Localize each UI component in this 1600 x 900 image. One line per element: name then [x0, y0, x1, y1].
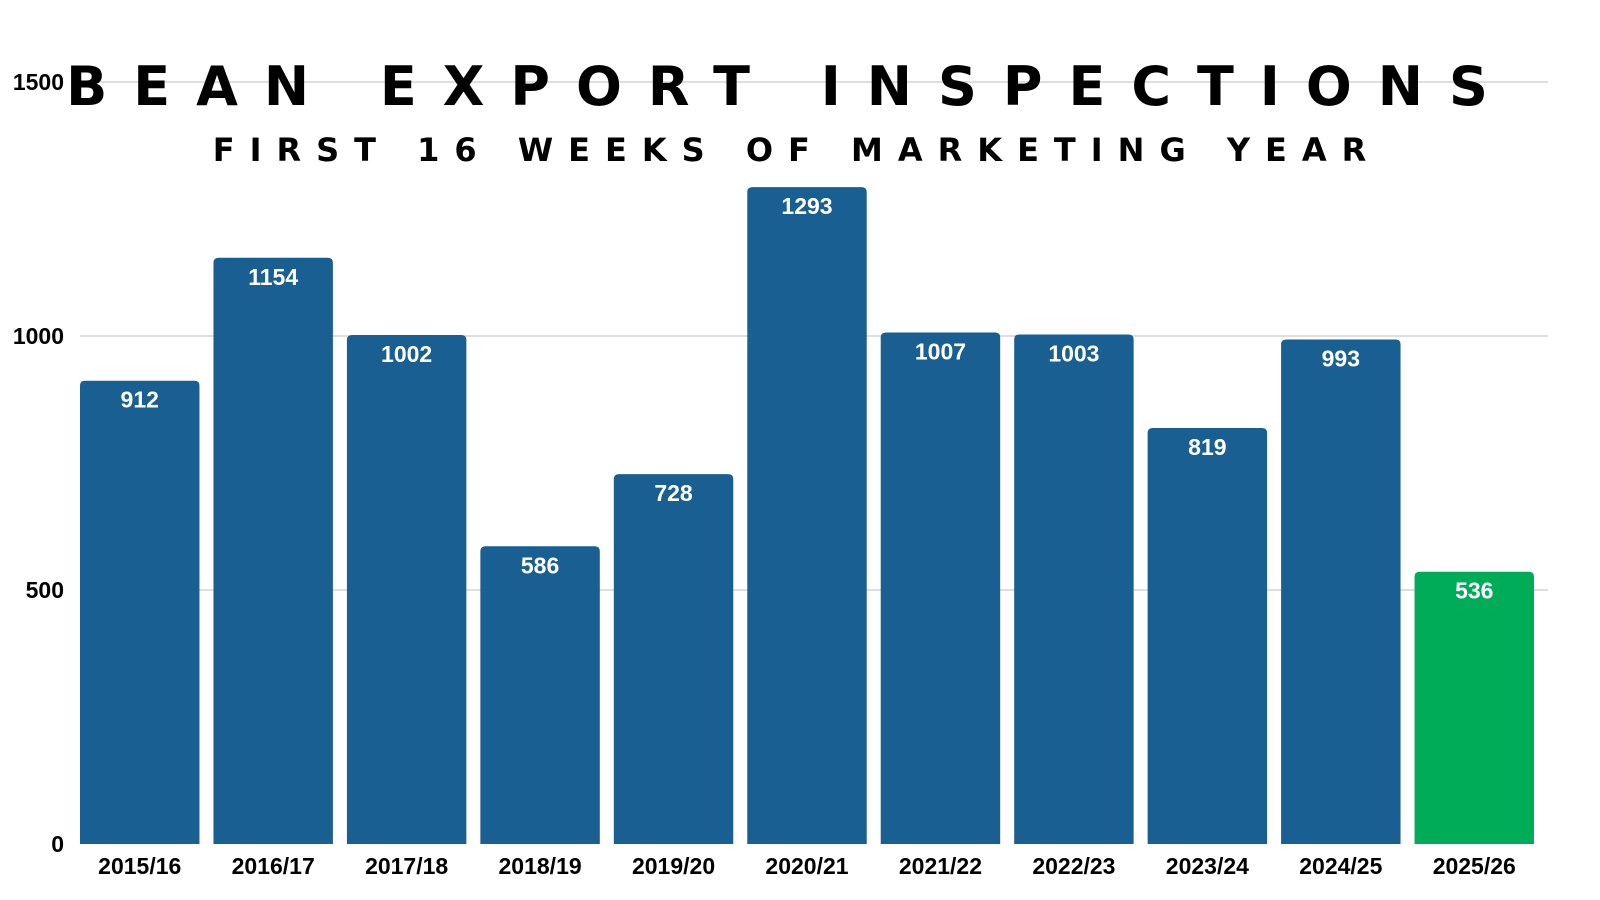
- bar-2019-20: [613, 474, 734, 844]
- bar-2022-23: [1014, 334, 1134, 844]
- x-category-label: 2017/18: [365, 853, 448, 879]
- bar-2024-25: [1281, 339, 1401, 844]
- data-label: 1293: [781, 193, 832, 219]
- data-label: 728: [654, 480, 693, 506]
- data-label: 819: [1188, 434, 1226, 460]
- bar-2017-18: [346, 334, 467, 844]
- x-category-label: 2023/24: [1166, 853, 1249, 879]
- y-tick-label: 1000: [13, 323, 64, 349]
- x-category-label: 2020/21: [765, 853, 848, 879]
- data-label: 536: [1455, 578, 1493, 604]
- y-tick-label: 500: [26, 577, 64, 603]
- bar-2025-26: [1414, 571, 1534, 844]
- data-labels: 912 1154 1002 586 728 1293 1007 1003 819 993 536: [121, 193, 1494, 604]
- data-label: 912: [121, 387, 159, 413]
- bar-2020-21: [747, 187, 867, 844]
- bar-2021-22: [880, 332, 1001, 844]
- bars: [80, 187, 1534, 844]
- data-label: 1002: [381, 341, 432, 367]
- data-label: 993: [1322, 346, 1360, 372]
- y-tick-label: 1500: [13, 69, 64, 95]
- x-category-label: 2015/16: [98, 853, 181, 879]
- data-label: 1007: [915, 338, 966, 364]
- x-category-label: 2016/17: [232, 853, 315, 879]
- data-label: 1003: [1048, 340, 1099, 366]
- bar-2018-19: [480, 546, 600, 844]
- y-tick-label: 0: [51, 831, 64, 857]
- x-axis-categories: 2015/16 2016/17 2017/18 2018/19 2019/20 2020/…: [98, 853, 1516, 879]
- data-label: 1154: [248, 264, 298, 290]
- chart-title: BEAN EXPORT INSPECTIONS: [66, 55, 1514, 118]
- bar-2023-24: [1147, 427, 1268, 844]
- x-category-label: 2025/26: [1433, 853, 1516, 879]
- x-category-label: 2022/23: [1032, 853, 1115, 879]
- x-category-label: 2024/25: [1299, 853, 1382, 879]
- x-category-label: 2021/22: [899, 853, 982, 879]
- y-axis-ticks: 0 500 1000 1500: [13, 69, 64, 857]
- bar-2015-16: [80, 380, 200, 844]
- chart-subtitle: FIRST 16 WEEKS OF MARKETING YEAR: [213, 131, 1382, 169]
- x-category-label: 2018/19: [499, 853, 582, 879]
- bar-2016-17: [213, 257, 333, 844]
- x-category-label: 2019/20: [632, 853, 715, 879]
- data-label: 586: [521, 552, 559, 578]
